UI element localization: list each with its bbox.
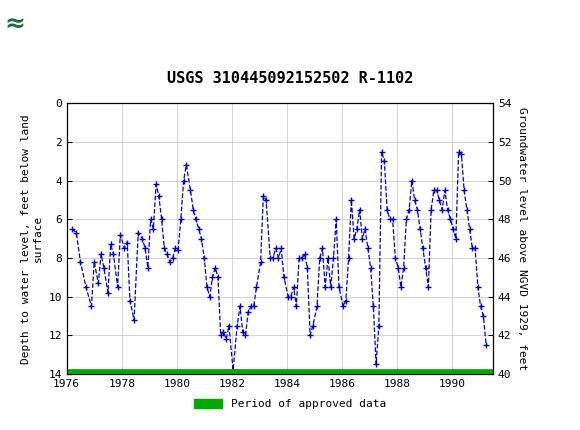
FancyBboxPatch shape xyxy=(3,4,70,46)
Y-axis label: Depth to water level, feet below land
surface: Depth to water level, feet below land su… xyxy=(21,114,43,363)
Text: ≈: ≈ xyxy=(5,13,26,37)
Text: USGS: USGS xyxy=(81,15,141,34)
Y-axis label: Groundwater level above NGVD 1929, feet: Groundwater level above NGVD 1929, feet xyxy=(517,107,527,370)
Text: USGS 310445092152502 R-1102: USGS 310445092152502 R-1102 xyxy=(167,71,413,86)
Legend: Period of approved data: Period of approved data xyxy=(190,394,390,414)
